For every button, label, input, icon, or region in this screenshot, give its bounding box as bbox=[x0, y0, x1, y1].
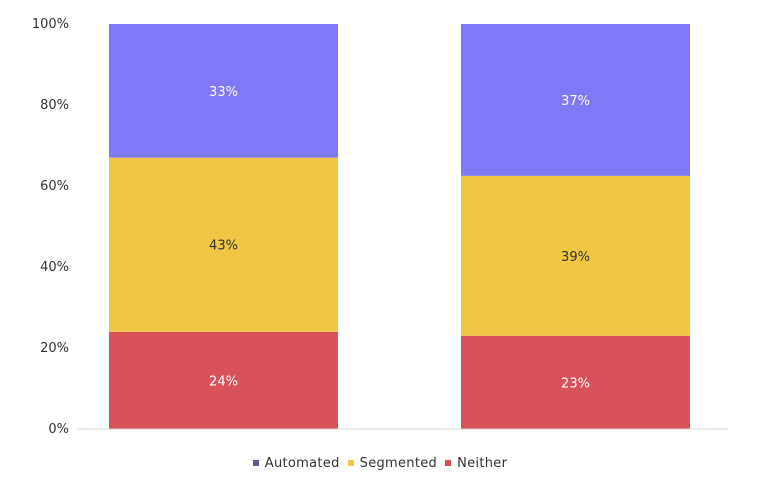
legend-swatch bbox=[445, 459, 452, 466]
legend-label: Neither bbox=[457, 456, 508, 471]
legend: Automated Segmented Neither bbox=[0, 456, 760, 471]
bar-segment-automated bbox=[109, 24, 338, 158]
data-label-neither: 23% bbox=[561, 376, 590, 391]
data-label-neither: 24% bbox=[209, 374, 238, 389]
data-label-automated: 37% bbox=[561, 94, 590, 109]
legend-label: Segmented bbox=[359, 456, 438, 471]
y-tick-label: 0% bbox=[48, 422, 69, 437]
legend-swatch bbox=[252, 459, 259, 466]
legend-label: Automated bbox=[264, 456, 340, 471]
bars: 24% 43% 33% 23% 39% 37% bbox=[109, 24, 690, 429]
data-label-segmented: 43% bbox=[209, 239, 238, 254]
legend-item-segmented: Segmented bbox=[347, 456, 438, 471]
bar-segment-segmented bbox=[461, 175, 690, 336]
bar-segment-neither bbox=[109, 331, 338, 429]
legend-item-neither: Neither bbox=[445, 456, 507, 471]
legend-swatch bbox=[347, 459, 354, 466]
y-tick-label: 80% bbox=[40, 98, 69, 113]
bar-segment-neither bbox=[461, 335, 690, 429]
y-axis: 0% 20% 40% 60% 80% 100% bbox=[32, 17, 69, 437]
stacked-bar-chart: 0% 20% 40% 60% 80% 100% 24% 43% 33% 23% 39% 37% bbox=[32, 17, 728, 437]
data-label-segmented: 39% bbox=[561, 250, 590, 265]
y-tick-label: 60% bbox=[40, 179, 69, 194]
legend-item-automated: Automated bbox=[252, 456, 340, 471]
bar-segment-segmented bbox=[109, 157, 338, 332]
bar-segment-automated bbox=[461, 24, 690, 176]
y-tick-label: 100% bbox=[32, 17, 69, 32]
y-tick-label: 40% bbox=[40, 260, 69, 275]
y-tick-label: 20% bbox=[40, 341, 69, 356]
data-label-automated: 33% bbox=[209, 85, 238, 100]
